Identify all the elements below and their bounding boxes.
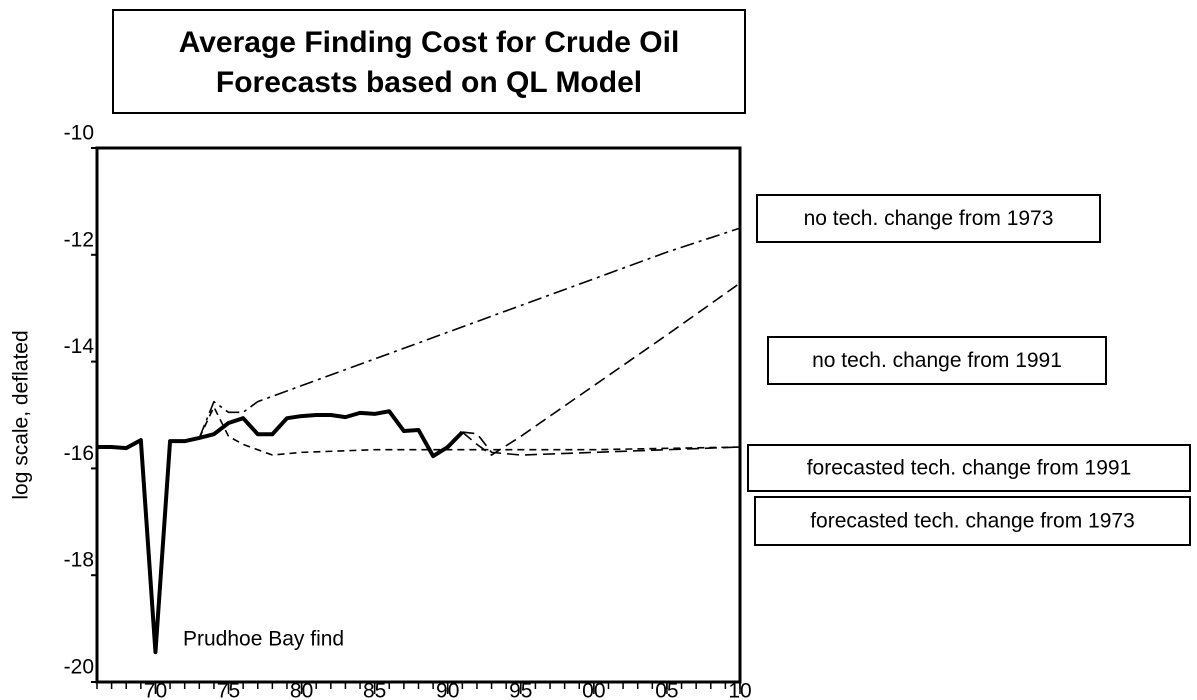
x-tick-label: 90 bbox=[436, 680, 459, 700]
data-line bbox=[97, 409, 464, 655]
chart-subtitle: Forecasts based on QL Model bbox=[216, 66, 642, 99]
title-box bbox=[112, 9, 746, 114]
y-tick-label: -14 bbox=[64, 335, 95, 358]
data-line bbox=[462, 431, 741, 456]
series-label-box bbox=[747, 444, 1191, 492]
y-tick-label: -18 bbox=[64, 549, 94, 572]
chart-title: Average Finding Cost for Crude Oil bbox=[179, 26, 680, 59]
data-line bbox=[198, 406, 741, 456]
y-axis-label: log scale, deflated bbox=[10, 330, 33, 499]
y-tick-label: -20 bbox=[64, 656, 94, 679]
series-label: forecasted tech. change from 1973 bbox=[810, 510, 1135, 533]
x-tick-label: 75 bbox=[217, 680, 240, 700]
x-tick-label: 00 bbox=[582, 680, 605, 700]
x-tick-label: 80 bbox=[290, 680, 313, 700]
y-tick-label: -12 bbox=[64, 228, 94, 251]
series-label-box bbox=[756, 194, 1101, 243]
series-label: no tech. change from 1991 bbox=[812, 349, 1062, 372]
data-line bbox=[198, 227, 741, 439]
data-line bbox=[461, 282, 741, 456]
x-tick-label: 70 bbox=[144, 680, 167, 700]
series-label-box bbox=[754, 496, 1191, 546]
x-tick-label: 10 bbox=[728, 680, 751, 700]
y-tick-label: -10 bbox=[64, 122, 94, 145]
y-tick-label: -16 bbox=[64, 442, 94, 465]
x-tick-label: 95 bbox=[509, 680, 532, 700]
series-label: forecasted tech. change from 1991 bbox=[807, 457, 1132, 480]
series-label: no tech. change from 1973 bbox=[804, 207, 1054, 230]
annotation: Prudhoe Bay find bbox=[183, 628, 344, 651]
x-tick-label: 05 bbox=[655, 680, 678, 700]
plot-frame bbox=[95, 146, 742, 684]
series-label-box bbox=[767, 336, 1107, 385]
x-tick-label: 85 bbox=[363, 680, 386, 700]
